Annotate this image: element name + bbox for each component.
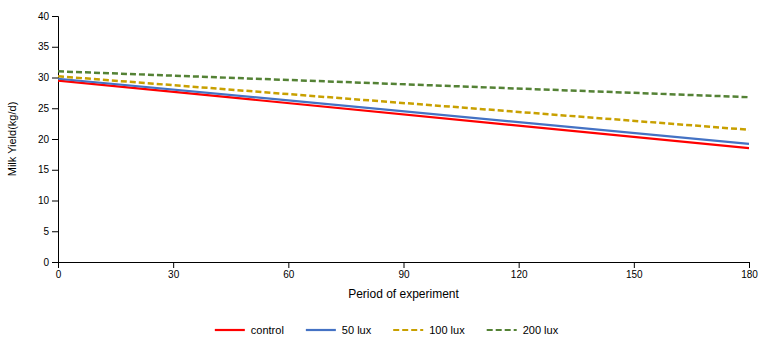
y-tick-mark <box>52 201 58 202</box>
x-tick-mark <box>404 262 405 268</box>
x-tick: 120 <box>511 262 528 280</box>
x-tick-label: 0 <box>56 269 62 280</box>
legend: control 50 lux 100 lux 200 lux <box>215 324 559 336</box>
series-line <box>58 71 749 97</box>
series-line <box>58 79 749 144</box>
chart: 0 30 60 90 120 150 180 0 5 10 15 20 25 30 35 40 Period o… <box>0 0 773 348</box>
legend-item: 100 lux <box>393 324 465 336</box>
x-axis-line <box>59 263 750 269</box>
x-tick: 30 <box>168 262 180 280</box>
y-tick: 40 <box>38 11 58 22</box>
series-line <box>58 81 749 149</box>
y-tick-mark <box>52 139 58 140</box>
x-tick-mark <box>634 262 635 268</box>
x-tick-mark <box>749 262 750 268</box>
legend-item: 200 lux <box>487 324 559 336</box>
y-axis-title: Milk Yield(kg/d) <box>6 102 18 177</box>
y-tick: 25 <box>38 103 58 114</box>
y-axis: 0 5 10 15 20 25 30 35 40 <box>38 11 59 268</box>
y-tick-label: 5 <box>43 226 49 237</box>
y-tick-label: 15 <box>38 164 50 175</box>
legend-label: 200 lux <box>523 324 559 336</box>
y-tick-label: 20 <box>38 134 50 145</box>
x-tick-label: 150 <box>626 269 643 280</box>
x-tick-label: 90 <box>398 269 410 280</box>
y-tick-label: 25 <box>38 103 50 114</box>
y-tick-label: 30 <box>38 72 50 83</box>
y-tick-mark <box>52 47 58 48</box>
legend-swatch <box>306 329 336 331</box>
y-tick: 35 <box>38 41 58 52</box>
legend-label: 100 lux <box>429 324 465 336</box>
y-tick-mark <box>52 231 58 232</box>
x-tick-label: 60 <box>283 269 295 280</box>
y-tick: 20 <box>38 134 58 145</box>
y-tick: 5 <box>43 226 58 237</box>
x-tick: 150 <box>626 262 643 280</box>
y-tick-label: 10 <box>38 195 50 206</box>
y-tick-label: 0 <box>43 257 49 268</box>
y-tick: 0 <box>43 257 58 268</box>
legend-swatch <box>393 329 423 331</box>
x-tick-label: 180 <box>741 269 758 280</box>
x-axis-title: Period of experiment <box>348 287 459 301</box>
x-tick: 60 <box>283 262 295 280</box>
legend-item: control <box>215 324 284 336</box>
x-tick-mark <box>519 262 520 268</box>
x-tick: 90 <box>398 262 410 280</box>
y-tick-label: 40 <box>38 11 50 22</box>
y-tick-mark <box>52 78 58 79</box>
x-tick-label: 30 <box>168 269 180 280</box>
legend-label: 50 lux <box>342 324 372 336</box>
x-tick-mark <box>288 262 289 268</box>
y-axis-line <box>52 17 59 263</box>
y-tick-mark <box>52 170 58 171</box>
y-tick-mark <box>52 262 58 263</box>
x-tick: 0 <box>56 262 62 280</box>
legend-item: 50 lux <box>306 324 372 336</box>
y-tick-mark <box>52 108 58 109</box>
legend-swatch <box>487 329 517 331</box>
x-tick-mark <box>173 262 174 268</box>
plot: 0 30 60 90 120 150 180 0 5 10 15 20 25 30 35 40 Period o… <box>6 11 758 301</box>
y-tick: 10 <box>38 195 58 206</box>
x-tick-label: 120 <box>511 269 528 280</box>
x-tick: 180 <box>741 262 758 280</box>
legend-label: control <box>251 324 284 336</box>
y-tick-mark <box>52 16 58 17</box>
y-tick-label: 35 <box>38 41 50 52</box>
y-tick: 30 <box>38 72 58 83</box>
lines <box>58 71 749 148</box>
x-axis: 0 30 60 90 120 150 180 <box>56 262 759 280</box>
legend-swatch <box>215 329 245 331</box>
y-tick: 15 <box>38 164 58 175</box>
